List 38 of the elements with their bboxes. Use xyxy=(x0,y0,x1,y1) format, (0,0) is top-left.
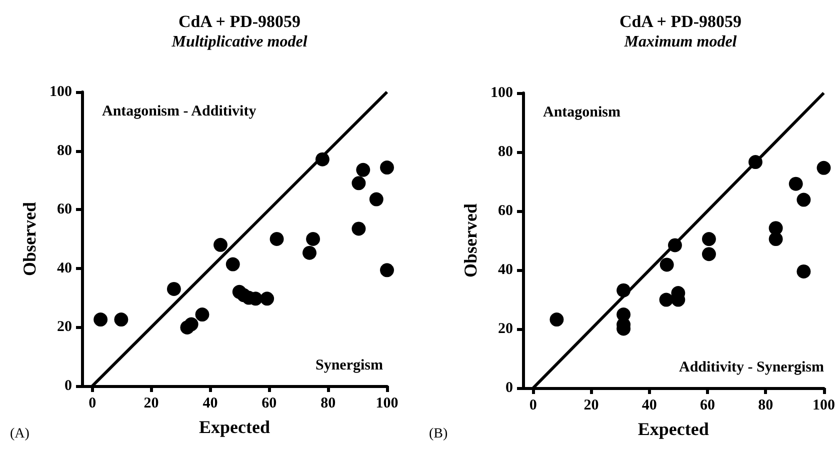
chart-title: CdA + PD-98059 xyxy=(178,12,301,31)
y-tick-label: 100 xyxy=(490,85,513,101)
x-tick-label: 20 xyxy=(584,398,599,414)
y-tick-label: 40 xyxy=(57,260,72,276)
x-tick-label: 60 xyxy=(700,398,716,414)
y-tick-label: 80 xyxy=(57,142,72,159)
text: (A) xyxy=(10,426,30,442)
y-tick-label: 0 xyxy=(506,380,513,396)
y-tick-label: 40 xyxy=(498,262,513,278)
y-tick-label: 20 xyxy=(57,319,72,336)
x-tick-label: 100 xyxy=(376,396,398,412)
y-tick-label: 60 xyxy=(498,203,513,219)
y-tick-label: 20 xyxy=(498,321,513,337)
x-axis-title: Expected xyxy=(638,419,709,439)
y-tick-label: 60 xyxy=(57,202,72,218)
chart-subtitle: Multiplicative model xyxy=(170,34,308,50)
y-tick-label: 80 xyxy=(498,144,513,160)
x-tick-label: 40 xyxy=(642,398,657,414)
y-tick-label: 0 xyxy=(64,378,72,394)
x-axis-title: Expected xyxy=(199,417,270,437)
x-tick-label: 20 xyxy=(144,396,159,412)
x-tick-label: 0 xyxy=(529,398,537,414)
y-tick-label: 100 xyxy=(50,84,72,100)
annotation: Antagonism - Additivity xyxy=(102,104,257,120)
y-axis-title: Observed xyxy=(460,204,481,278)
x-tick-label: 60 xyxy=(262,396,277,412)
chart-subtitle: Maximum model xyxy=(623,34,738,50)
text: (B) xyxy=(429,426,448,442)
y-axis-title: Observed xyxy=(20,202,40,276)
x-tick-label: 40 xyxy=(202,396,218,412)
x-tick-label: 80 xyxy=(320,396,336,412)
x-tick-label: 0 xyxy=(88,396,96,412)
annotation: Synergism xyxy=(316,358,384,374)
x-tick-label: 100 xyxy=(812,398,835,414)
chart-title: CdA + PD-98059 xyxy=(619,12,742,31)
annotation: Antagonism xyxy=(543,104,622,120)
x-tick-label: 80 xyxy=(758,398,774,414)
annotation: Additivity - Synergism xyxy=(678,360,825,376)
